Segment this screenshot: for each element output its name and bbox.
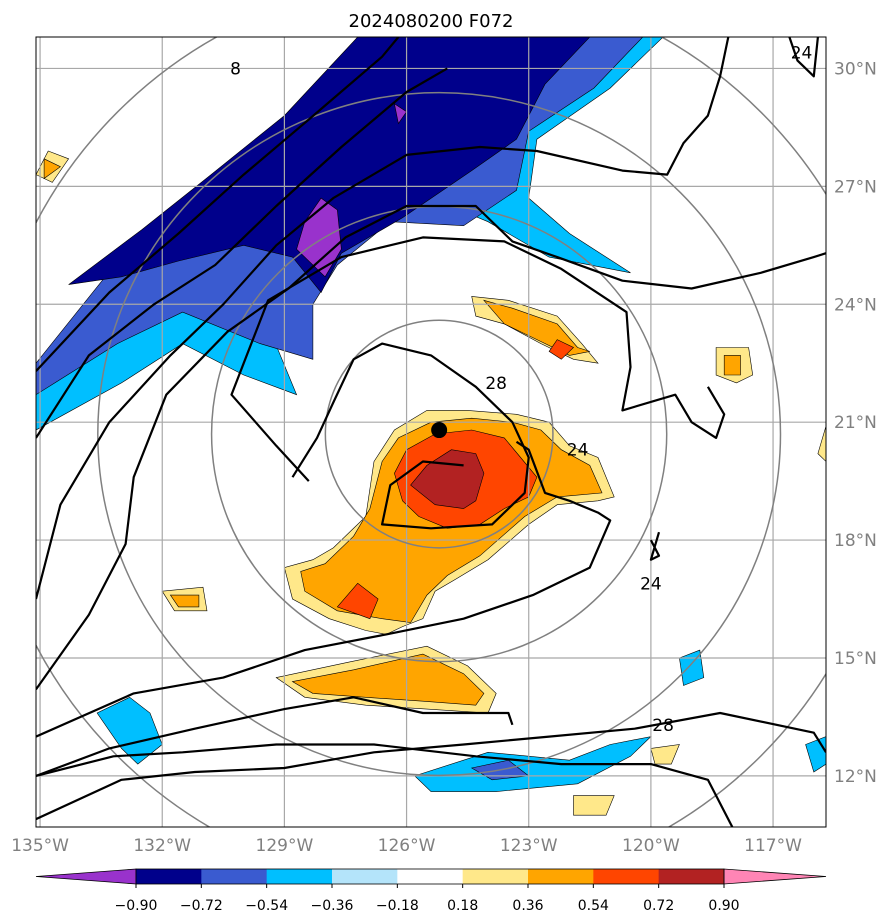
contour-line [230, 236, 726, 482]
contour-line [36, 37, 400, 372]
map-frame [35, 36, 827, 828]
range-ring [97, 91, 782, 777]
contour-line [36, 204, 826, 691]
contour-label: 24 [640, 574, 662, 594]
shaded-region [650, 744, 680, 765]
colorbar-tick-label: −0.36 [311, 898, 354, 914]
contour-label: 8 [230, 59, 241, 79]
colorbar: −0.90 −0.72 −0.54 −0.36 −0.18 0.18 0.36 0.54 0.7… [35, 868, 827, 914]
colorbar-tick-label: 0.18 [447, 898, 478, 914]
colorbar-extend-high [723, 868, 827, 885]
colorbar-tick-label: 0.72 [643, 898, 674, 914]
colorbar-segment [332, 869, 398, 884]
y-tick-labels: 12°N 15°N 18°N 21°N 24°N 27°N 30°N [834, 59, 877, 786]
contour-line [36, 440, 612, 738]
x-tick-label: 135°W [11, 836, 69, 856]
colorbar-segment [397, 869, 464, 884]
colorbar-tick-label: −0.72 [180, 898, 223, 914]
contour-line [36, 711, 826, 821]
colorbar-tick-label: −0.18 [376, 898, 419, 914]
shaded-region [410, 449, 485, 509]
x-tick-label: 129°W [256, 836, 314, 856]
x-tick-label: 117°W [744, 836, 802, 856]
colorbar-tick-label: −0.90 [115, 898, 158, 914]
shaded-region [817, 426, 826, 462]
colorbar-segment [266, 869, 333, 884]
colorbar-frame [135, 868, 725, 885]
shaded-region [483, 299, 590, 356]
colorbar-segment [462, 869, 529, 884]
shaded-region [336, 582, 379, 620]
contour-line [36, 696, 514, 777]
contour-line [36, 67, 448, 439]
x-tick-label: 123°W [500, 836, 558, 856]
shaded-anomaly-layer [36, 37, 826, 816]
contour-line [649, 531, 661, 561]
colorbar-extend-low [35, 868, 137, 885]
shaded-region [723, 355, 741, 376]
colorbar-tick-label: 0.36 [512, 898, 543, 914]
x-tick-labels: 135°W 132°W 129°W 126°W 123°W 120°W 117°W [11, 836, 802, 856]
colorbar-segment [201, 869, 268, 884]
contour-label: 28 [485, 374, 507, 394]
range-ring [324, 319, 554, 549]
x-tick-label: 126°W [378, 836, 436, 856]
y-tick-label: 18°N [834, 531, 877, 551]
colorbar-tick-label: 0.90 [708, 898, 739, 914]
contour-line [36, 37, 730, 600]
colorbar-segment [136, 869, 202, 884]
y-tick-label: 15°N [834, 649, 877, 669]
contour-line [788, 37, 819, 78]
shaded-region [96, 696, 163, 765]
shaded-region [548, 339, 575, 360]
x-tick-label: 132°W [133, 836, 191, 856]
y-tick-label: 21°N [834, 413, 877, 433]
shaded-region [679, 649, 705, 686]
colorbar-segment [528, 869, 594, 884]
shaded-region [68, 37, 591, 294]
contour-labels: 8 24 28 24 24 28 [230, 44, 812, 736]
x-tick-label: 120°W [622, 836, 680, 856]
y-tick-label: 24°N [834, 295, 877, 315]
contour-line [291, 342, 530, 530]
shaded-region [393, 103, 408, 125]
colorbar-tick-label: −0.54 [245, 898, 288, 914]
storm-center-marker [431, 422, 448, 439]
shaded-region [573, 795, 615, 816]
chart-title: 2024080200 F072 [349, 11, 514, 32]
y-tick-label: 30°N [834, 59, 877, 79]
contour-label: 24 [791, 44, 813, 64]
contour-line [36, 743, 734, 827]
y-tick-label: 12°N [834, 767, 877, 787]
colorbar-segment [593, 869, 660, 884]
shaded-region [296, 197, 342, 278]
shaded-region [169, 594, 200, 608]
colorbar-segment [658, 869, 725, 884]
colorbar-tick-label: 0.54 [578, 898, 609, 914]
contour-label: 24 [567, 441, 589, 461]
shaded-region [291, 653, 485, 706]
contour-lines [36, 37, 826, 827]
contour-label: 28 [652, 716, 674, 736]
shaded-region [43, 158, 61, 180]
y-tick-label: 27°N [834, 177, 877, 197]
